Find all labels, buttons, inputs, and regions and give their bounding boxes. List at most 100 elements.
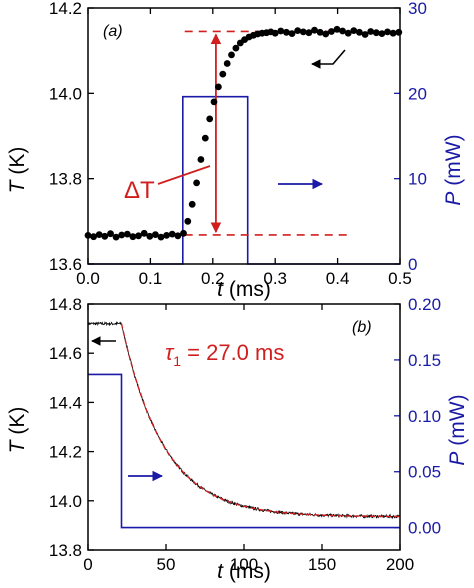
panel-b-xlabel-var: t [217, 560, 224, 583]
panel-a-xtick-label: 0.1 [139, 269, 163, 288]
panel-b-y2tick-label: 0.05 [408, 463, 441, 482]
panel-a-ticks: 0.0 0.1 0.2 0.3 0.4 0.5 13.6 13.8 14.0 14.2 0 10 20 3… [49, 0, 427, 288]
temperature-point [197, 156, 205, 163]
svg-text:T (K): T (K) [6, 147, 29, 194]
temperature-point [123, 230, 131, 238]
temperature-point [107, 230, 114, 238]
temperature-point [146, 232, 154, 240]
panel-b-ytick-label: 14.8 [49, 295, 82, 314]
temperature-point [163, 232, 171, 239]
svg-text:P (mW): P (mW) [442, 134, 465, 205]
temperature-point [118, 231, 126, 239]
temperature-point [188, 200, 196, 208]
panel-a-y2label-unit: (mW) [442, 134, 465, 185]
panel-a-y2tick-label: 20 [408, 84, 427, 103]
temperature-point [305, 29, 313, 37]
panel-a-xlabel: t (ms) [217, 278, 271, 301]
panel-a-xlabel-unit: (ms) [229, 278, 271, 301]
temperature-point [361, 31, 369, 38]
panel-a-ytick-label: 13.6 [49, 255, 82, 274]
temperature-point [112, 233, 120, 241]
power-step-line [88, 373, 400, 529]
svg-text:P (mW): P (mW) [446, 394, 469, 465]
temperature-point [184, 217, 192, 225]
temperature-point [277, 27, 285, 35]
temperature-point [157, 233, 165, 241]
panel-b-ticks: 0 50 100 150 200 13.8 14.0 14.2 14.4 14.6 14.8 0.00… [49, 295, 441, 574]
temperature-point [395, 28, 403, 36]
panel-b-ytick-label: 14.6 [49, 344, 82, 363]
panel-a-y2tick-label: 10 [408, 170, 427, 189]
temperature-point [215, 83, 222, 91]
temperature-point [129, 233, 137, 241]
panel-b-xlabel: t (ms) [217, 560, 271, 583]
panel-a-xtick-label: 0.3 [263, 269, 287, 288]
panel-b-y2tick-label: 0.00 [408, 519, 441, 538]
panel-b-xlabel-unit: (ms) [229, 560, 271, 583]
panel-b-ytick-label: 14.4 [49, 393, 82, 412]
temperature-point [135, 232, 142, 240]
panel-b-y2tick-label: 0.20 [408, 295, 441, 314]
panel-a: 0.0 0.1 0.2 0.3 0.4 0.5 13.6 13.8 14.0 14.2 0 10 20 3… [6, 0, 465, 301]
temperature-point [232, 44, 240, 52]
temperature-point [288, 30, 296, 37]
temperature-point [367, 28, 375, 35]
panel-b-ylabel-var: T [6, 438, 29, 453]
panel-a-ylabel-unit: (K) [6, 147, 29, 175]
panel-b-ytick-label: 13.8 [49, 541, 82, 560]
temperature-point [389, 29, 397, 37]
panel-b-y2label: P (mW) [446, 394, 469, 465]
panel-a-ytick-label: 13.8 [49, 170, 82, 189]
panel-a-data [84, 25, 403, 265]
panel-a-y2tick-label: 0 [408, 255, 417, 274]
temperature-point [271, 29, 279, 37]
panel-b-ylabel-unit: (K) [6, 407, 29, 435]
panel-b-xtick-label: 150 [308, 555, 336, 574]
temperature-point [384, 28, 391, 36]
panel-b-ytick-label: 14.0 [49, 492, 82, 511]
panel-b-xtick-label: 200 [386, 555, 414, 574]
panel-b-xtick-label: 0 [83, 555, 92, 574]
temperature-point [140, 229, 148, 237]
panel-a-xtick-label: 0.0 [76, 269, 100, 288]
tau-annotation: τ1 = 27.0 ms [165, 340, 284, 369]
panel-a-xlabel-var: t [217, 278, 224, 301]
temperature-point [90, 233, 97, 241]
temperature-point [174, 232, 182, 240]
panel-b-y2tick-label: 0.15 [408, 351, 441, 370]
temperature-point [344, 29, 352, 37]
temperature-point [322, 30, 330, 38]
temperature-point [333, 25, 341, 33]
temperature-point [152, 231, 159, 239]
temperature-point [339, 27, 346, 35]
temperature-point [378, 30, 386, 37]
panel-b-y2label-var: P [446, 452, 469, 466]
panel-a-ytick-label: 14.2 [49, 0, 82, 18]
panel-a-tag: (a) [103, 23, 123, 40]
temperature-point [101, 232, 109, 240]
temperature-point [193, 179, 201, 187]
panel-a-y2label: P (mW) [442, 134, 465, 205]
panel-a-xtick-label: 0.2 [201, 269, 225, 288]
temperature-point [168, 230, 176, 238]
panel-b-xtick-label: 50 [157, 555, 176, 574]
delta-t-pointer [157, 165, 211, 185]
panel-b-ylabel: T (K) [6, 407, 29, 454]
panel-b: 0 50 100 150 200 13.8 14.0 14.2 14.4 14.6 14.8 0.00… [6, 295, 469, 583]
panel-a-y2label-var: P [442, 192, 465, 206]
temperature-point [201, 134, 209, 142]
temperature-point [283, 28, 290, 36]
temperature-point [210, 98, 218, 106]
panel-b-data [87, 320, 401, 529]
panel-a-ytick-label: 14.0 [49, 84, 82, 103]
tau-value: = 27.0 ms [181, 340, 284, 365]
temperature-point [299, 28, 307, 36]
temperature-point [350, 27, 358, 34]
panel-b-xtick-label: 100 [230, 555, 258, 574]
panel-a-y2tick-label: 30 [408, 0, 427, 18]
panel-b-ytick-label: 14.2 [49, 443, 82, 462]
panel-b-frame [87, 303, 401, 551]
temperature-point [180, 229, 187, 237]
